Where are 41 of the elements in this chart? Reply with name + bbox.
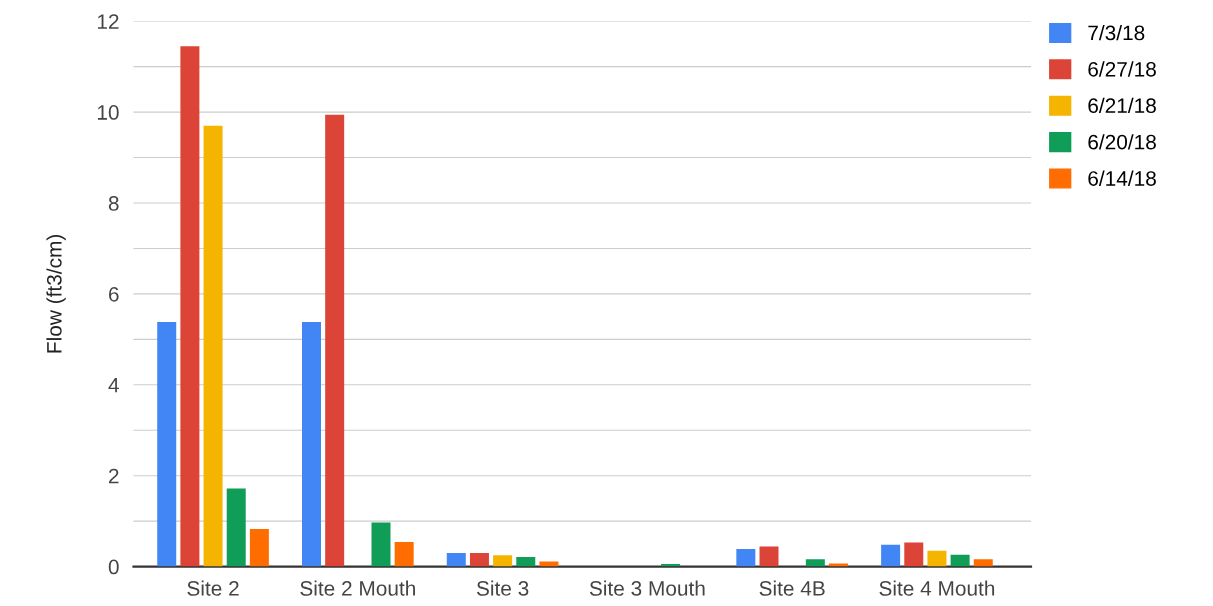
bar: [371, 522, 391, 567]
bar: [927, 550, 947, 567]
bar: [157, 322, 177, 567]
bar: [249, 528, 269, 567]
bar: [302, 322, 321, 567]
bar: [829, 563, 848, 567]
bar: [759, 546, 779, 567]
bar: [226, 488, 246, 567]
legend-label: 6/21/18: [1088, 97, 1156, 114]
bar: [805, 559, 825, 567]
bar: [493, 555, 513, 567]
y-axis-title: Flow (ft3/cm): [46, 235, 66, 353]
y-tick-label: 6: [109, 286, 119, 302]
y-tick-label: 10: [97, 105, 119, 120]
x-tick-label: Site 2: [187, 580, 239, 596]
legend-label: 7/3/18: [1088, 24, 1145, 41]
bar: [950, 554, 970, 567]
bar: [904, 542, 924, 567]
bar: [469, 552, 489, 567]
bar: [736, 548, 756, 567]
y-tick-label: 2: [109, 468, 119, 484]
y-tick-label: 8: [108, 196, 119, 211]
bar: [973, 559, 993, 567]
x-tick-label: Site 3: [476, 580, 529, 596]
x-tick-label: Site 2 Mouth: [300, 580, 415, 596]
legend-label: 6/14/18: [1088, 170, 1156, 186]
bar: [881, 544, 901, 567]
legend-label: 6/20/18: [1088, 134, 1156, 150]
x-tick-label: Site 4B: [759, 580, 825, 596]
y-tick-label: 12: [97, 14, 119, 29]
y-tick-label: 4: [108, 378, 119, 393]
bar: [394, 542, 414, 567]
x-tick-label: Site 3 Mouth: [589, 580, 705, 596]
bar: [180, 46, 200, 567]
y-tick-label: 0: [108, 559, 119, 575]
bar: [446, 552, 466, 567]
bar: [516, 557, 536, 567]
bar: [325, 114, 345, 567]
legend-label: 6/27/18: [1088, 61, 1156, 77]
bar: [203, 125, 223, 567]
x-tick-label: Site 4 Mouth: [879, 580, 995, 596]
